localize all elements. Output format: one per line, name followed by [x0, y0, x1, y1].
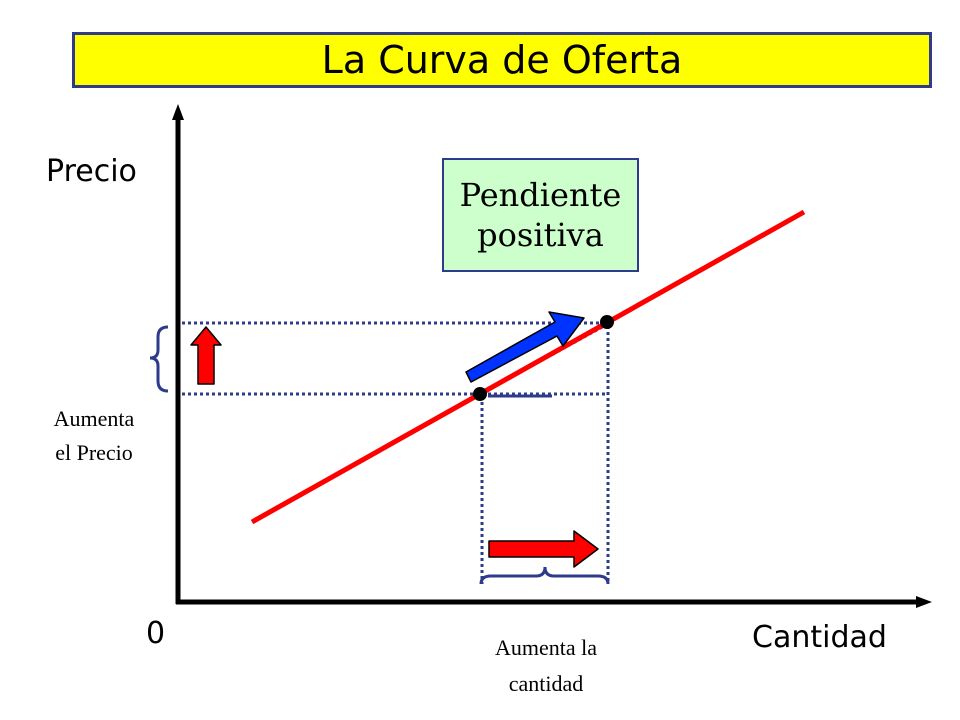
price-increase-arrow	[190, 326, 222, 385]
x-axis-label: Cantidad	[752, 620, 887, 655]
slope-callout: Pendiente positiva	[442, 158, 639, 272]
final-point	[600, 315, 614, 329]
price-change-brace	[149, 325, 169, 393]
x-axis-arrowhead	[916, 596, 932, 608]
initial-point	[473, 387, 487, 401]
price-note-line2: el Precio	[55, 440, 133, 465]
quantity-note-line2: cantidad	[508, 671, 584, 696]
quantity-change-brace	[479, 566, 610, 585]
movement-along-curve-arrow	[465, 311, 585, 383]
slope-callout-line2: positiva	[477, 216, 604, 254]
price-increase-note: Aumenta el Precio	[24, 402, 164, 470]
y-axis-label: Precio	[46, 154, 137, 189]
slope-callout-line1: Pendiente	[459, 176, 622, 214]
supply-curve	[250, 209, 806, 525]
title-banner: La Curva de Oferta	[72, 32, 932, 88]
page-title: La Curva de Oferta	[321, 38, 683, 82]
quantity-increase-note: Aumenta la cantidad	[456, 630, 636, 702]
origin-label: 0	[146, 616, 166, 651]
quantity-note-line1: Aumenta la	[494, 635, 598, 660]
y-axis-arrowhead	[172, 104, 184, 120]
quantity-increase-arrow	[488, 530, 599, 568]
price-note-line1: Aumenta	[53, 406, 135, 431]
